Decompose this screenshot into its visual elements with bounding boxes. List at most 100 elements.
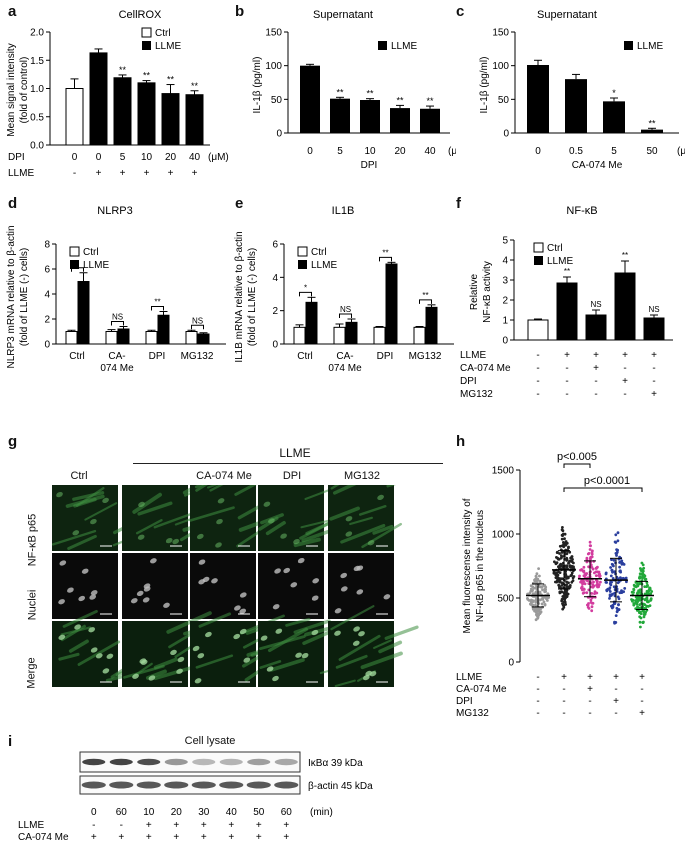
nucleus <box>362 674 370 681</box>
chart-a-bar <box>185 94 204 146</box>
cell-fiber <box>360 651 403 670</box>
chart-h-pval-1: p<0.005 <box>557 451 597 463</box>
chart-b-x-tick-label: 20 <box>394 146 406 157</box>
panel-label-h: h <box>456 433 466 450</box>
cell-fiber <box>68 639 89 653</box>
nucleus <box>192 645 200 652</box>
cell-fiber <box>259 660 282 669</box>
chart-h-point <box>622 563 626 566</box>
chart-e-sig: * <box>304 283 307 292</box>
chart-f-row-value: - <box>565 376 568 387</box>
cell-fiber <box>137 501 173 516</box>
chart-h-point <box>648 604 652 607</box>
blot-time: 20 <box>171 807 183 818</box>
band-ikba <box>219 758 243 766</box>
chart-h-point <box>592 580 595 584</box>
chart-f-row-value: - <box>565 363 568 374</box>
chart-c-y-tick-label: 150 <box>492 28 509 39</box>
chart-a-sig: ** <box>167 75 175 85</box>
chart-d-legend-ctrl: Ctrl <box>83 247 99 258</box>
chart-a-y-tick-label: 1.0 <box>30 84 44 95</box>
chart-h-point <box>639 569 643 572</box>
chart-d-sig-bracket <box>111 321 124 326</box>
chart-h-point <box>596 570 600 574</box>
cell-fiber <box>209 485 224 492</box>
chart-h-point <box>630 590 634 594</box>
chart-h-point <box>558 552 561 555</box>
chart-a-dpi-label: DPI <box>8 152 25 163</box>
chart-h-row-value: - <box>562 684 565 695</box>
chart-h-point <box>559 564 563 568</box>
chart-h-point <box>608 597 611 600</box>
nucleus <box>356 565 364 571</box>
chart-h-point <box>590 609 594 613</box>
chart-a-llme-value: + <box>96 168 102 179</box>
chart-b-bar <box>390 108 410 133</box>
chart-h-point <box>605 581 608 584</box>
panel-label-a: a <box>8 3 17 20</box>
chart-h-point <box>650 590 654 593</box>
cell-fiber <box>168 633 191 649</box>
chart-f-bar <box>585 314 607 341</box>
chart-a-dpi-value: 10 <box>141 152 153 163</box>
chart-a-legend-ctrl: Ctrl <box>155 28 171 39</box>
band-actin <box>164 781 189 789</box>
chart-a-dpi-value: 0 <box>72 152 78 163</box>
panel-label-e: e <box>235 195 244 212</box>
chart-f-row-value: + <box>564 350 570 361</box>
chart-h-point <box>569 556 572 560</box>
nucleus <box>275 628 283 634</box>
panel-label-b: b <box>235 3 245 20</box>
chart-h-point <box>590 601 594 605</box>
band-ikba <box>82 758 106 766</box>
blot-row-value: + <box>201 832 207 843</box>
nucleus <box>266 666 274 672</box>
chart-h-point <box>616 581 620 585</box>
chart-d-ylabel-2: (fold of LLME (-) cells) <box>19 248 30 346</box>
cell-fiber <box>358 504 387 516</box>
chart-h-point <box>585 591 589 595</box>
panel-label-d: d <box>8 195 18 212</box>
chart-h-point <box>543 603 547 607</box>
nucleus <box>211 578 218 584</box>
chart-h-point <box>583 582 587 586</box>
chart-e-bar-ctrl <box>333 326 346 345</box>
cell-fiber <box>52 529 97 546</box>
chart-a-dpi-value: 0 <box>96 152 102 163</box>
llme-header: LLME <box>279 446 311 460</box>
chart-h-point <box>530 598 533 602</box>
chart-e-sig: ** <box>382 248 388 257</box>
blot-row-value: - <box>120 820 123 831</box>
chart-h-point <box>546 592 550 596</box>
chart-c-x-tick-label: 5 <box>611 146 617 157</box>
cell-fiber <box>301 529 332 543</box>
band-ikba <box>137 758 161 766</box>
blot-band-label-actin: β-actin 45 kDa <box>308 781 373 792</box>
blot-row-value: + <box>228 820 234 831</box>
chart-h-point <box>582 565 586 569</box>
cell-fiber <box>84 502 118 521</box>
nucleus <box>176 668 183 674</box>
nucleus <box>88 627 96 633</box>
chart-f-row-value: + <box>651 350 657 361</box>
nucleus <box>233 633 241 640</box>
blot-row-value: + <box>283 832 289 843</box>
chart-b-legend: LLME <box>391 41 417 52</box>
chart-a-bar <box>161 93 180 146</box>
nucleus <box>295 652 302 658</box>
cell-fiber <box>60 624 86 642</box>
chart-f-row-label: MG132 <box>460 389 493 400</box>
chart-h-row-label: MG132 <box>456 708 489 719</box>
chart-d-x-tick-label: Ctrl <box>69 351 85 362</box>
chart-h-point <box>562 606 566 609</box>
blot-row-value: + <box>91 832 97 843</box>
band-actin <box>219 781 244 789</box>
chart-h-point <box>582 580 585 583</box>
chart-c-bar <box>527 64 549 133</box>
chart-h-point <box>585 556 589 560</box>
nucleus <box>239 628 247 635</box>
nucleus <box>283 567 291 574</box>
chart-f-row-label: LLME <box>460 350 486 361</box>
chart-f-row-value: + <box>622 350 628 361</box>
chart-c-legend: LLME <box>637 41 663 52</box>
